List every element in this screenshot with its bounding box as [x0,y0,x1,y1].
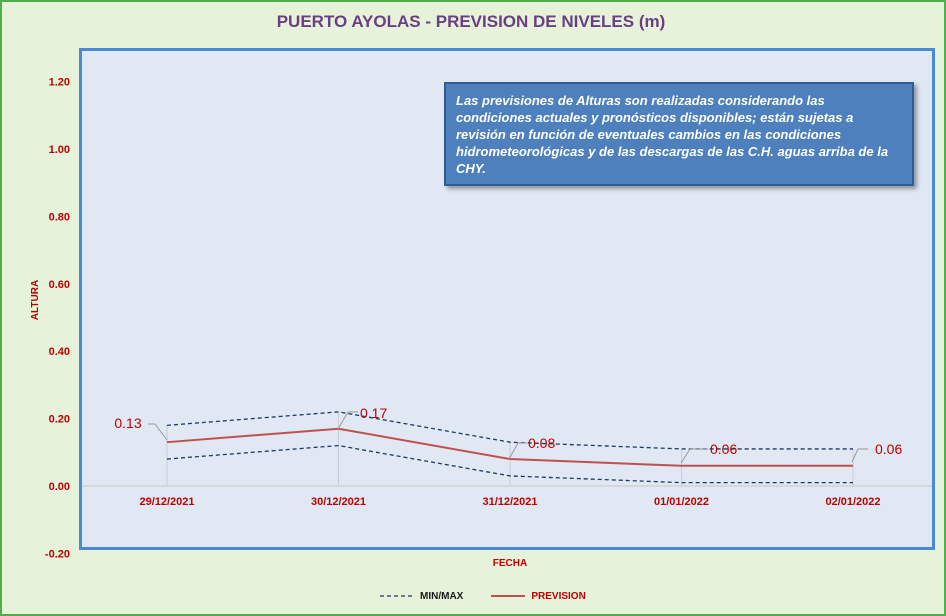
legend-swatch-minmax [380,595,414,597]
legend-item-minmax: MIN/MAX [380,591,463,602]
data-label: 0.08 [528,435,555,451]
chart-title: PUERTO AYOLAS - PREVISION DE NIVELES (m) [276,12,666,31]
annotation-box: Las previsiones de Alturas son realizada… [444,82,914,186]
y-tick-label: -0.20 [45,548,70,560]
series-line-max [166,411,853,450]
series-line-prevision [166,427,853,467]
y-tick-label: 0.60 [49,279,70,291]
y-tick-label: 1.20 [49,77,70,89]
x-axis-title: FECHA [493,558,527,569]
x-tick-label: 30/12/2021 [311,496,366,508]
data-label: 0.17 [360,405,387,421]
data-label: 0.13 [114,415,141,431]
legend-swatch-prevision [491,595,526,597]
legend-label-prevision: PREVISION [531,590,586,602]
y-tick-label: 0.20 [49,414,70,426]
data-label-leader [508,442,527,460]
x-tick-label: 31/12/2021 [482,496,537,508]
data-label-leader [680,448,708,464]
data-label-leader [148,423,168,441]
x-tick-label: 01/01/2022 [654,496,709,508]
data-label-leader [851,448,868,463]
data-label: 0.06 [875,441,902,457]
legend-label-minmax: MIN/MAX [420,590,464,602]
series-line-min [166,444,853,484]
legend: MIN/MAX PREVISION [380,588,614,604]
x-tick-label: 02/01/2022 [825,496,880,508]
y-tick-label: 0.00 [49,481,70,493]
y-tick-label: 0.80 [49,211,70,223]
legend-item-prevision: PREVISION [491,590,586,602]
x-tick-label: 29/12/2021 [139,496,194,508]
y-axis-title: ALTURA [30,280,41,320]
y-tick-label: 0.40 [49,346,70,358]
data-label-leader [337,411,358,430]
y-tick-label: 1.00 [49,144,70,156]
data-label: 0.06 [710,441,737,457]
